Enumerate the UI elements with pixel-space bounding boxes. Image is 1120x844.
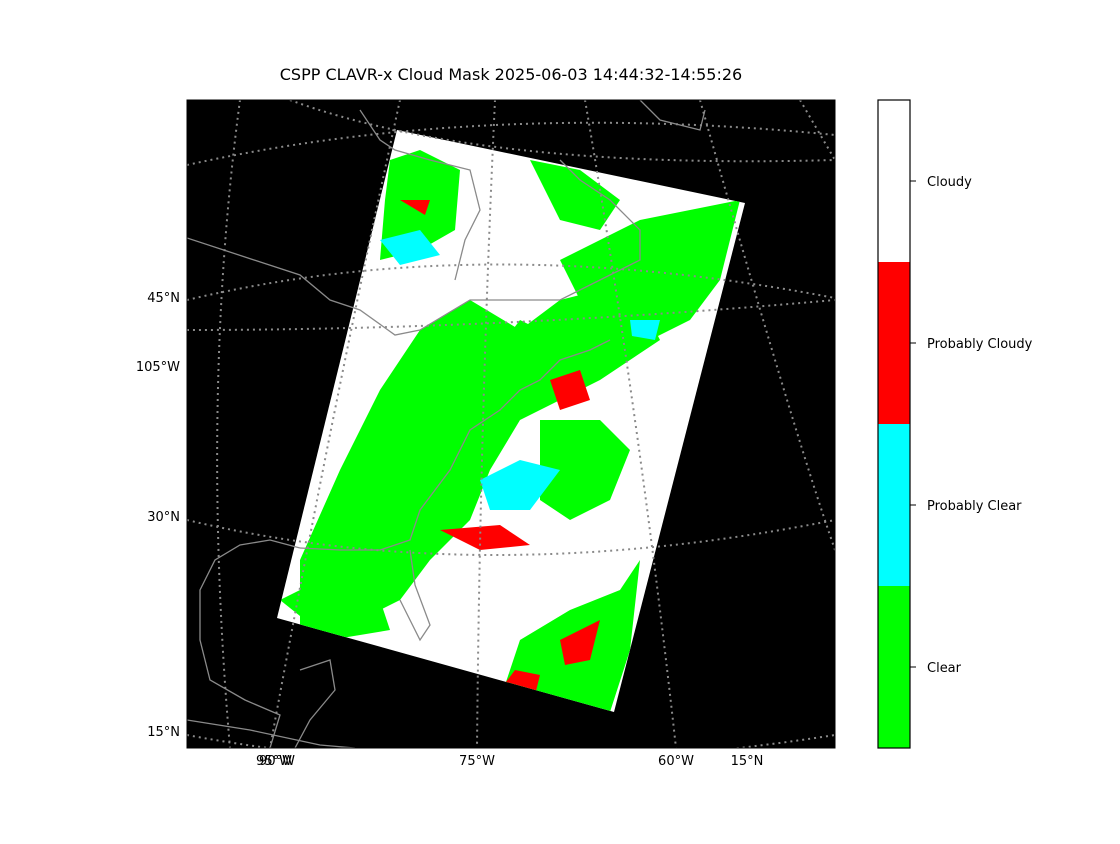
colorbar-segment [878,100,910,262]
graticule [187,100,835,748]
colorbar-label: Probably Cloudy [927,337,1033,352]
colorbar: Clear Probably Clear Probably Cloudy Cloudy [877,99,1033,749]
lat-label: 15°N [147,725,180,740]
colorbar-segment [878,424,910,586]
axis-labels: 45°N 105°W 30°N 15°N 90°W 95°W 75°W 60°W… [136,291,764,769]
map-title: CSPP CLAVR-x Cloud Mask 2025-06-03 14:44… [280,65,742,84]
cloud-mask [280,150,740,712]
lat-label: 45°N [147,291,180,306]
lon-label: 75°W [459,754,495,769]
colorbar-label: Clear [927,661,962,676]
lon-label: 90°W [259,754,295,769]
map [186,99,836,749]
map-frame [186,99,836,749]
colorbar-segment [878,586,910,748]
lon-label: 60°W [658,754,694,769]
colorbar-label: Cloudy [927,175,972,190]
colorbar-frame [877,99,911,749]
lon-label: 95°W [256,754,292,769]
lat-label: 30°N [147,510,180,525]
colorbar-label: Probably Clear [927,499,1022,514]
colorbar-segment [878,262,910,424]
lon-label: 15°N [731,754,764,769]
lat-label: 105°W [136,360,180,375]
coastlines [187,100,706,748]
